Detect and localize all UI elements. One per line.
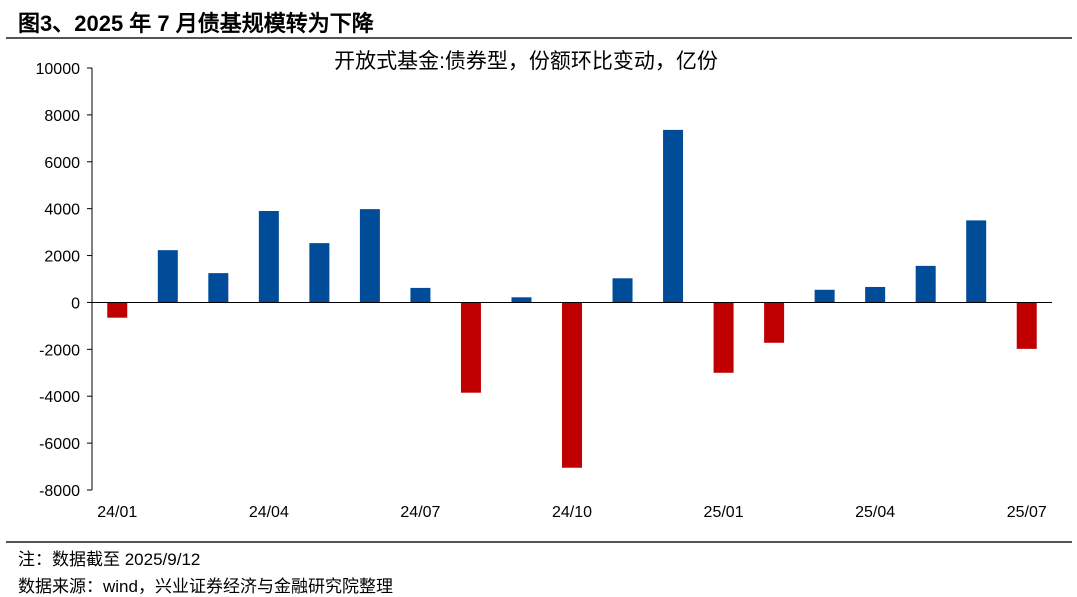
x-tick-label: 24/10 (552, 504, 592, 521)
x-tick-label: 25/07 (1007, 504, 1047, 521)
bar-24/10 (562, 302, 582, 468)
bars (107, 129, 1037, 468)
y-tick-label: -6000 (39, 436, 80, 453)
bar-24/11 (612, 278, 633, 303)
x-tick-label: 24/04 (249, 504, 289, 521)
y-tick-label: -2000 (39, 342, 80, 359)
bar-25/05 (915, 265, 936, 303)
bar-24/08 (460, 302, 481, 393)
y-tick-label: -8000 (39, 483, 80, 500)
x-tick-label: 24/07 (400, 504, 440, 521)
figure-title: 图3、2025 年 7 月债基规模转为下降 (18, 11, 374, 36)
bar-25/07 (1016, 302, 1037, 349)
x-tick-label: 25/01 (704, 504, 744, 521)
bar-25/03 (814, 289, 835, 303)
x-tick-label: 24/01 (97, 504, 137, 521)
bar-24/04 (258, 211, 279, 303)
y-tick-label: 4000 (44, 202, 80, 219)
y-tick-label: 8000 (44, 108, 80, 125)
x-tick-label: 25/04 (855, 504, 895, 521)
y-tick-label: 2000 (44, 249, 80, 266)
bar-24/02 (157, 250, 178, 303)
top-divider (6, 37, 1072, 39)
y-tick-label: -4000 (39, 389, 80, 406)
x-axis: 24/01 24/04 24/07 24/10 25/01 25/04 25/07 (92, 301, 1052, 521)
data-note: 注：数据截至 2025/9/12 (18, 550, 201, 569)
y-tick-label: 0 (71, 295, 80, 312)
y-tick-label: 6000 (44, 155, 80, 172)
data-source: 数据来源：wind，兴业证券经济与金融研究院整理 (18, 577, 393, 596)
bar-24/01 (107, 302, 128, 318)
bar-24/12 (663, 129, 684, 303)
y-axis: 10000 8000 6000 4000 2000 0 -2000 -4000 -6000 -80… (36, 61, 93, 500)
bar-24/06 (359, 209, 380, 303)
chart-title: 开放式基金:债券型，份额环比变动，亿份 (334, 50, 718, 73)
y-tick-label: 10000 (36, 61, 81, 78)
bar-25/06 (966, 220, 987, 303)
bottom-divider (6, 541, 1072, 543)
bar-24/09 (511, 297, 532, 303)
bar-25/02 (764, 302, 785, 343)
bar-24/05 (309, 243, 330, 303)
bar-24/07 (410, 287, 431, 303)
bar-25/04 (865, 286, 886, 303)
bar-24/03 (208, 273, 229, 303)
bar-25/01 (713, 302, 734, 373)
